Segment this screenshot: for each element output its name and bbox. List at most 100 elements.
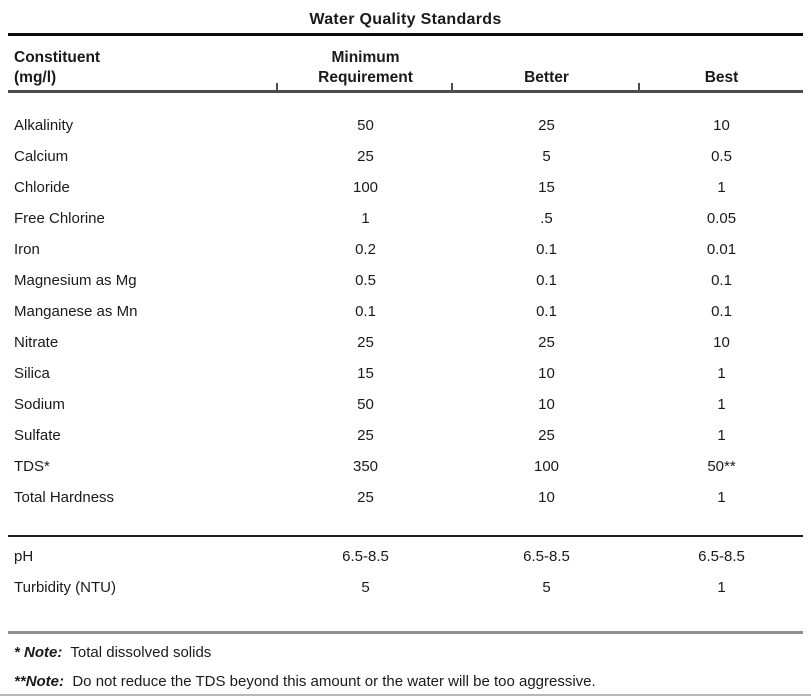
header-minimum-line1: Minimum (331, 49, 400, 66)
cell-better: .5 (540, 210, 553, 227)
cell-best: 1 (717, 365, 726, 382)
cell-minimum-requirement: 0.5 (355, 272, 376, 289)
table-row: pH 6.5-8.5 6.5-8.5 6.5-8.5 (8, 541, 803, 572)
header-constituent-line2: (mg/l) (14, 69, 57, 86)
table-row: Nitrate 25 25 10 (8, 327, 803, 358)
note-text: Total dissolved solids (62, 644, 212, 661)
note-row: ** Note: Do not reduce the TDS beyond thi… (8, 667, 803, 696)
table-header-row: Constituent (mg/l) Minimum Requirement B… (8, 36, 803, 93)
row-constituent: pH (14, 548, 34, 565)
table-row: TDS* 350 100 50** (8, 451, 803, 482)
cell-better: 5 (542, 579, 551, 596)
cell-minimum-requirement: 100 (352, 179, 379, 196)
cell-best: 50** (707, 458, 736, 475)
notes-section: * Note: Total dissolved solids ** Note: Do… (8, 634, 803, 696)
table-row: Magnesium as Mg 0.5 0.1 0.1 (8, 265, 803, 296)
cell-better: 10 (538, 365, 555, 382)
page-title: Water Quality Standards (309, 11, 502, 28)
header-better: Better (524, 69, 569, 86)
notes-divider-rule (8, 631, 803, 634)
cell-minimum-requirement: 6.5-8.5 (342, 548, 389, 565)
table-body-secondary: pH 6.5-8.5 6.5-8.5 6.5-8.5 Turbidity (NTU) 5 5… (8, 537, 803, 603)
row-constituent: Alkalinity (14, 117, 74, 134)
cell-better: 10 (538, 396, 555, 413)
cell-minimum-requirement: 25 (357, 427, 374, 444)
table-title-bar: Water Quality Standards (8, 0, 803, 36)
row-constituent: Sodium (14, 396, 65, 413)
cell-best: 1 (717, 427, 726, 444)
row-constituent: Free Chlorine (14, 210, 105, 227)
row-constituent: Nitrate (14, 334, 59, 351)
row-constituent: Sulfate (14, 427, 61, 444)
cell-better: 25 (538, 334, 555, 351)
table-row: Sodium 50 10 1 (8, 389, 803, 420)
row-constituent: Total Hardness (14, 489, 115, 506)
header-constituent-line1: Constituent (14, 49, 101, 66)
cell-better: 15 (538, 179, 555, 196)
cell-minimum-requirement: 25 (357, 334, 374, 351)
note-marker: * (14, 644, 25, 661)
cell-best: 0.05 (706, 210, 737, 227)
cell-better: 0.1 (536, 272, 557, 289)
table-row: Manganese as Mn 0.1 0.1 0.1 (8, 296, 803, 327)
row-constituent: TDS* (14, 458, 50, 475)
note-marker: ** (14, 673, 26, 690)
cell-best: 1 (717, 396, 726, 413)
table-row: Iron 0.2 0.1 0.01 (8, 234, 803, 265)
row-constituent: Turbidity (NTU) (14, 579, 116, 596)
cell-best: 6.5-8.5 (698, 548, 745, 565)
cell-better: 100 (533, 458, 560, 475)
cell-best: 0.1 (711, 272, 732, 289)
header-constituent: Constituent (mg/l) (8, 48, 278, 88)
cell-better: 5 (542, 148, 551, 165)
column-divider-tick (451, 83, 453, 90)
table-body-main: Alkalinity 50 25 10 Calcium 25 5 0.5 Chloride 100… (8, 93, 803, 513)
cell-best: 1 (717, 489, 726, 506)
table-row: Total Hardness 25 10 1 (8, 482, 803, 513)
cell-best: 1 (717, 579, 726, 596)
note-label: Note: (25, 673, 65, 690)
cell-minimum-requirement: 50 (357, 117, 374, 134)
cell-best: 10 (713, 117, 730, 134)
cell-minimum-requirement: 350 (352, 458, 379, 475)
cell-minimum-requirement: 50 (357, 396, 374, 413)
table-row: Turbidity (NTU) 5 5 1 (8, 572, 803, 603)
row-constituent: Calcium (14, 148, 69, 165)
header-minimum-line2: Requirement (318, 69, 413, 86)
row-constituent: Silica (14, 365, 50, 382)
bottom-edge-line (0, 694, 811, 696)
cell-better: 0.1 (536, 241, 557, 258)
table-region: Water Quality Standards Constituent (mg/… (8, 0, 803, 696)
row-constituent: Chloride (14, 179, 70, 196)
cell-best: 1 (717, 179, 726, 196)
cell-better: 25 (538, 427, 555, 444)
cell-better: 0.1 (536, 303, 557, 320)
cell-better: 6.5-8.5 (523, 548, 570, 565)
header-minimum-requirement: Minimum Requirement (278, 48, 453, 88)
row-constituent: Manganese as Mn (14, 303, 138, 320)
column-divider-tick (638, 83, 640, 90)
cell-minimum-requirement: 0.2 (355, 241, 376, 258)
cell-minimum-requirement: 1 (361, 210, 370, 227)
table-row: Calcium 25 5 0.5 (8, 141, 803, 172)
cell-best: 0.01 (706, 241, 737, 258)
cell-best: 0.1 (711, 303, 732, 320)
note-text: Do not reduce the TDS beyond this amount… (64, 673, 596, 690)
note-label: Note: (24, 644, 63, 661)
table-row: Sulfate 25 25 1 (8, 420, 803, 451)
cell-better: 10 (538, 489, 555, 506)
cell-minimum-requirement: 5 (361, 579, 370, 596)
table-row: Free Chlorine 1 .5 0.05 (8, 203, 803, 234)
row-constituent: Magnesium as Mg (14, 272, 137, 289)
cell-minimum-requirement: 25 (357, 489, 374, 506)
section-divider-rule (8, 535, 803, 537)
table-row: Chloride 100 15 1 (8, 172, 803, 203)
cell-minimum-requirement: 15 (357, 365, 374, 382)
header-best: Best (704, 69, 739, 86)
cell-best: 10 (713, 334, 730, 351)
row-constituent: Iron (14, 241, 40, 258)
table-row: Alkalinity 50 25 10 (8, 110, 803, 141)
note-row: * Note: Total dissolved solids (8, 638, 803, 667)
cell-better: 25 (538, 117, 555, 134)
